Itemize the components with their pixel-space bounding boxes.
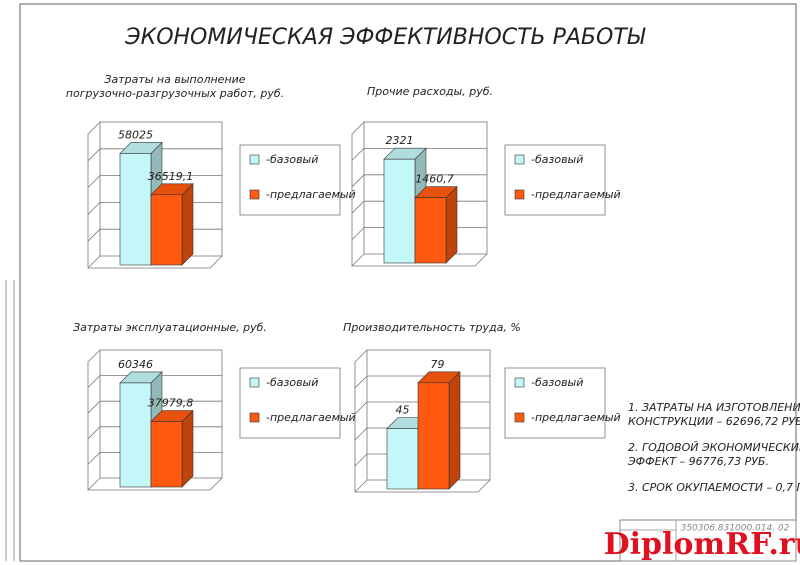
bar <box>414 185 458 264</box>
wall-line <box>87 175 101 188</box>
legend-swatch <box>249 189 260 200</box>
bar-front <box>414 197 447 264</box>
bar-front <box>119 382 152 488</box>
bar-side <box>448 371 461 490</box>
bar <box>417 371 461 490</box>
chart-title: Затраты на выполнение <box>104 73 245 86</box>
wall-line <box>87 202 101 215</box>
legend-label: -предлагаемый <box>531 411 621 424</box>
chart-title: Затраты эксплуатационные, руб. <box>73 321 267 334</box>
bar-front <box>150 194 183 266</box>
value-label: 45 <box>396 404 410 417</box>
watermark: DiplomRF.ru <box>604 527 800 562</box>
wall-line <box>354 427 368 441</box>
legend-label: -базовый <box>531 153 583 166</box>
legend-label: -предлагаемый <box>531 188 621 201</box>
main-title: ЭКОНОМИЧЕСКАЯ ЭФФЕКТИВНОСТЬ РАБОТЫ <box>124 25 646 50</box>
legend-swatch <box>249 377 260 388</box>
legend-swatch <box>514 154 525 165</box>
wall-line <box>87 400 101 414</box>
wall-line <box>354 375 368 389</box>
wall-line <box>354 453 368 467</box>
wall-line <box>351 200 365 214</box>
note: КОНСТРУКЦИИ – 62696,72 РУБ. <box>628 415 800 428</box>
legend-label: -предлагаемый <box>266 188 356 201</box>
legend-swatch <box>249 412 260 423</box>
wall-line <box>87 426 101 440</box>
wall-line <box>354 401 368 415</box>
legend-label: -базовый <box>266 376 318 389</box>
bar-side <box>181 409 194 488</box>
legend-box <box>504 367 606 439</box>
chart-title: Прочие расходы, руб. <box>367 85 493 98</box>
wall-line <box>351 148 365 161</box>
bar-front <box>383 158 416 264</box>
legend-label: -базовый <box>266 153 318 166</box>
box-edge <box>87 477 101 491</box>
bar-front <box>119 153 152 266</box>
value-label: 2321 <box>386 134 414 147</box>
legend-box <box>504 144 606 216</box>
legend-box <box>239 367 341 439</box>
wall-line <box>351 174 365 188</box>
legend-swatch <box>249 154 260 165</box>
chart-title: погрузочно-разгрузочных работ, руб. <box>66 87 284 100</box>
legend-swatch <box>514 189 525 200</box>
wall-line <box>87 148 101 162</box>
bar <box>150 409 194 488</box>
stamp: 350306.831000.014. 02 <box>619 519 797 562</box>
legend-label: -базовый <box>531 376 583 389</box>
note: 2. ГОДОВОЙ ЭКОНОМИЧЕСКИЙ <box>628 441 800 454</box>
box-edge <box>351 253 365 267</box>
frame <box>19 3 797 562</box>
wall-line <box>87 375 101 388</box>
bar <box>150 183 194 266</box>
wall-line <box>87 452 101 465</box>
stamp-box <box>619 519 797 562</box>
legend-swatch <box>514 412 525 423</box>
note: 1. ЗАТРАТЫ НА ИЗГОТОВЛЕНИЕ <box>628 401 800 414</box>
legend-swatch <box>514 377 525 388</box>
box-edge <box>354 479 368 493</box>
note: ЭФФЕКТ – 96776,73 РУБ. <box>627 455 769 468</box>
note: 3. СРОК ОКУПАЕМОСТИ – 0,7 ГОДА <box>628 481 800 494</box>
value-label: 60346 <box>118 358 153 371</box>
chart-title: Производительность труда, % <box>343 321 521 334</box>
value-label: 79 <box>431 358 445 371</box>
wall-line <box>87 228 101 242</box>
stamp-code: 350306.831000.014. 02 <box>681 524 790 534</box>
box-edge <box>87 255 101 269</box>
wall-line <box>351 227 365 240</box>
bar-side <box>445 185 458 264</box>
value-label: 1460,7 <box>415 173 454 186</box>
bar-side <box>181 183 194 266</box>
legend-box <box>239 144 341 216</box>
bar-front <box>417 382 450 490</box>
value-label: 37979,8 <box>148 396 194 409</box>
legend-label: -предлагаемый <box>266 411 356 424</box>
value-label: 36519,1 <box>148 170 194 183</box>
bar-front <box>386 428 419 490</box>
bar-front <box>150 421 183 488</box>
value-label: 58025 <box>118 128 153 141</box>
